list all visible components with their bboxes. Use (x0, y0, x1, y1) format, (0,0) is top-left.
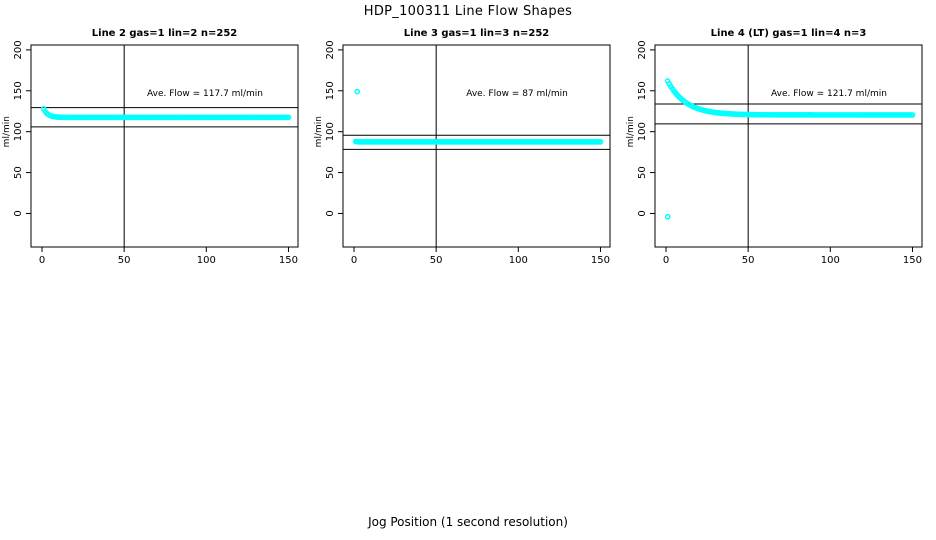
x-tick-label: 150 (591, 255, 610, 266)
y-tick-label: 100 (13, 122, 24, 141)
x-tick-label: 50 (742, 255, 755, 266)
y-tick-label: 150 (637, 81, 648, 100)
y-tick-label: 200 (325, 40, 336, 59)
y-tick-label: 100 (325, 122, 336, 141)
y-tick-label: 50 (13, 166, 24, 179)
flow-plot-1: Line 2 gas=1 lin=2 n=252 0 50 100 150 0 50 100 1… (2, 28, 299, 266)
y-tick-label: 50 (637, 166, 648, 179)
outlier-point (664, 213, 671, 220)
y-tick-label: 150 (13, 81, 24, 100)
x-tick-label: 150 (903, 255, 922, 266)
data-point (285, 114, 292, 121)
y-tick-label: 0 (13, 210, 24, 216)
plot-box (654, 44, 923, 248)
y-tick-label: 50 (325, 166, 336, 179)
flow-panel-2: Line 3 gas=1 lin=3 n=252 0 50 100 150 0 50 100 1… (312, 22, 624, 292)
panel-title: Line 2 gas=1 lin=2 n=252 (92, 28, 238, 39)
y-tick-label: 200 (637, 40, 648, 59)
panels-row: Line 2 gas=1 lin=2 n=252 0 50 100 150 0 50 100 1… (0, 22, 936, 292)
figure-title: HDP_100311 Line Flow Shapes (363, 4, 573, 19)
plot-box (342, 44, 611, 248)
y-axis-title: ml/min (2, 116, 12, 147)
y-tick-label: 150 (325, 81, 336, 100)
x-tick-label: 0 (39, 255, 45, 266)
y-axis-title: ml/min (626, 116, 636, 147)
outlier-point (354, 88, 361, 95)
ave-flow-annotation: Ave. Flow = 121.7 ml/min (771, 89, 887, 99)
x-tick-label: 0 (351, 255, 357, 266)
data-point (909, 112, 916, 118)
y-tick-label: 0 (637, 210, 648, 216)
flow-plot-3: Line 4 (LT) gas=1 lin=4 n=3 0 50 100 150 0 50 1… (626, 28, 923, 266)
data-point (597, 139, 604, 145)
panel-title: Line 3 gas=1 lin=3 n=252 (404, 28, 550, 39)
y-tick-label: 100 (637, 122, 648, 141)
y-tick-label: 0 (325, 210, 336, 216)
x-axis-label: Jog Position (1 second resolution) (368, 515, 568, 529)
flow-panel-1: Line 2 gas=1 lin=2 n=252 0 50 100 150 0 50 100 1… (0, 22, 312, 292)
y-tick-label: 200 (13, 40, 24, 59)
y-axis-title: ml/min (314, 116, 324, 147)
x-tick-label: 100 (509, 255, 528, 266)
ave-flow-annotation: Ave. Flow = 87 ml/min (466, 89, 568, 99)
plot-box (30, 44, 299, 248)
flow-plot-2: Line 3 gas=1 lin=3 n=252 0 50 100 150 0 50 100 1… (314, 28, 611, 266)
x-tick-label: 100 (197, 255, 216, 266)
x-tick-label: 50 (430, 255, 443, 266)
ave-flow-annotation: Ave. Flow = 117.7 ml/min (147, 89, 263, 99)
panel-title: Line 4 (LT) gas=1 lin=4 n=3 (711, 28, 867, 39)
x-tick-label: 150 (279, 255, 298, 266)
x-tick-label: 0 (663, 255, 669, 266)
flow-panel-3: Line 4 (LT) gas=1 lin=4 n=3 0 50 100 150 0 50 1… (624, 22, 936, 292)
x-tick-label: 100 (821, 255, 840, 266)
x-tick-label: 50 (118, 255, 131, 266)
